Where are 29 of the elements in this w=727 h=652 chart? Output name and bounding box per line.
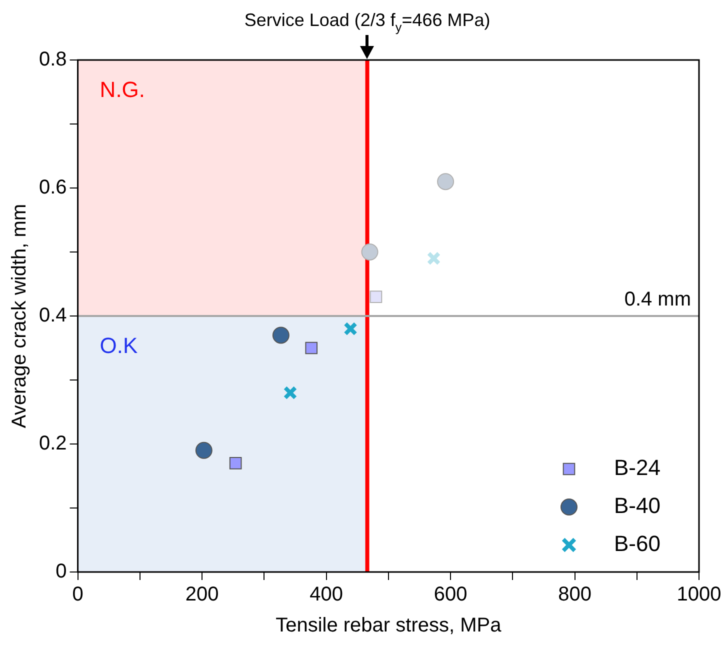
point	[272, 326, 290, 344]
y-tick-label: 0.4	[38, 304, 67, 327]
band-label: O.K	[100, 333, 138, 358]
x-tick-label: 200	[185, 584, 219, 606]
y-axis-title: Average crack width, mm	[8, 204, 31, 428]
point	[283, 386, 298, 400]
x-tick-label: 1000	[676, 584, 722, 606]
legend-label: B-60	[614, 531, 660, 556]
legend-label: B-40	[614, 493, 660, 518]
y-tick-label: 0	[56, 560, 67, 583]
legend-label: B-24	[614, 455, 660, 480]
x-axis-title: Tensile rebar stress, MPa	[276, 614, 502, 637]
point	[305, 342, 318, 354]
y-tick-label: 0.8	[38, 48, 67, 71]
y-tick-label: 0.2	[38, 432, 67, 455]
point	[195, 442, 212, 459]
point	[361, 244, 378, 260]
x-tick-label: 800	[558, 584, 592, 606]
point	[426, 251, 441, 266]
x-tick-label: 600	[434, 584, 468, 606]
band-label: N.G.	[100, 77, 146, 102]
x-tick-label: 0	[72, 584, 84, 606]
point	[229, 457, 242, 470]
point	[344, 322, 358, 336]
x-tick-label: 400	[310, 584, 343, 606]
point	[437, 173, 454, 190]
point	[370, 290, 382, 303]
y-tick-label: 0.6	[38, 176, 67, 199]
ref-line-label: 0.4 mm	[624, 288, 692, 311]
